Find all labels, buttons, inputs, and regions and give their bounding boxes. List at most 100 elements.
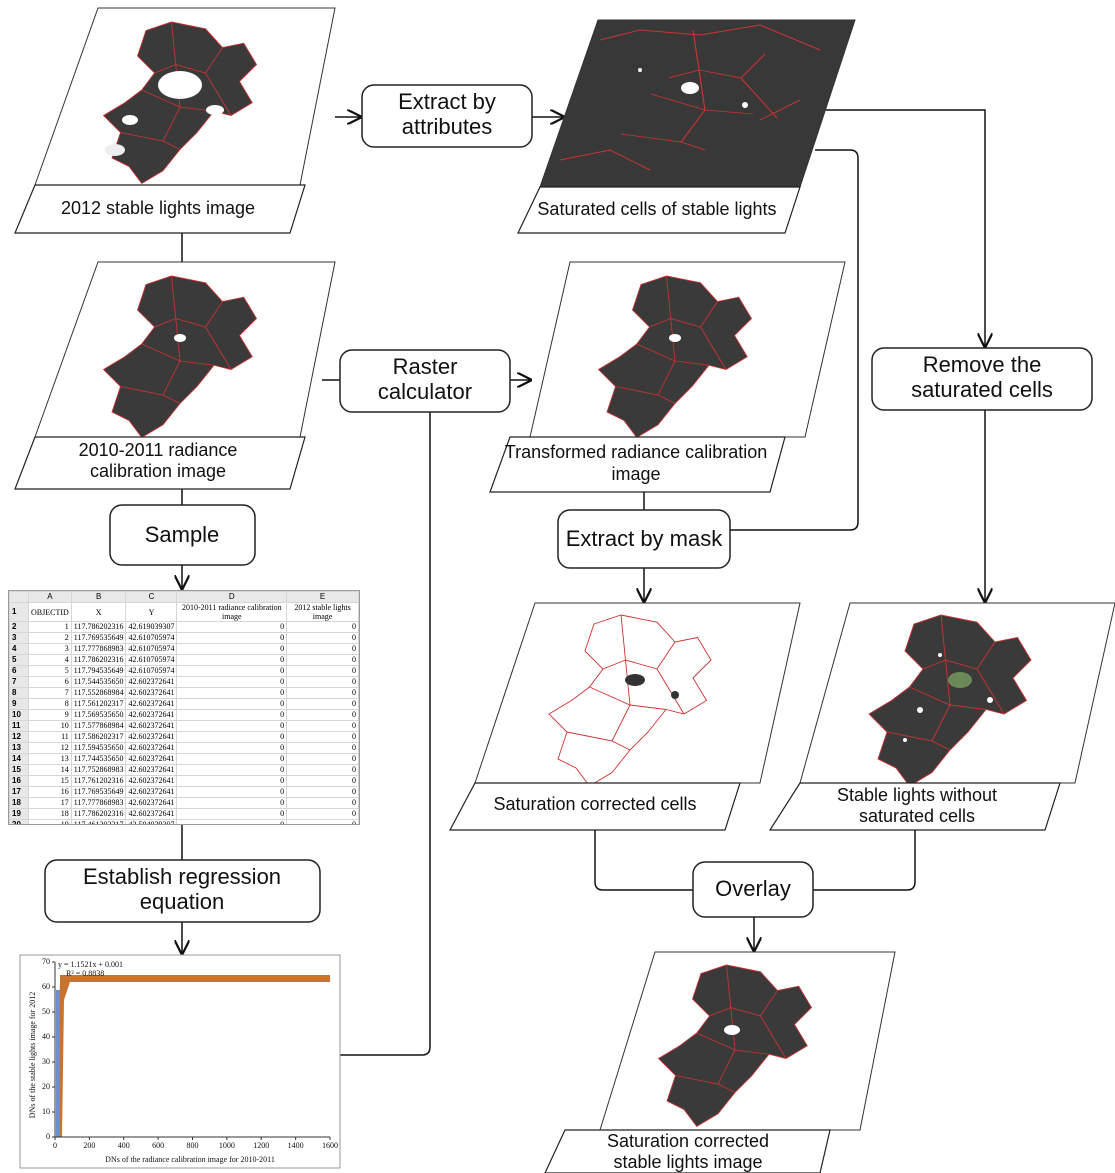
table-cell: 0	[177, 655, 287, 666]
table-cell: 5	[29, 666, 72, 677]
table-cell: 117.777868983	[71, 798, 126, 809]
table-cell: 42.602372641	[126, 721, 177, 732]
table-cell: 0	[177, 787, 287, 798]
table-cell: 0	[177, 743, 287, 754]
table-cell: 10	[29, 721, 72, 732]
step-label: Saturation corrected cells	[493, 794, 696, 814]
table-cell: 42.602372641	[126, 677, 177, 688]
table-cell: 117.761202316	[71, 776, 126, 787]
table-cell: 8	[29, 699, 72, 710]
table-cell: 117.744535650	[71, 754, 126, 765]
y-tick-label: 60	[42, 982, 50, 991]
row-number: 7	[10, 677, 29, 688]
header-cell: OBJECTID	[29, 603, 72, 622]
table-cell: 0	[287, 787, 359, 798]
table-cell: 0	[287, 743, 359, 754]
x-tick-label: 1400	[288, 1141, 304, 1150]
row-number: 3	[10, 633, 29, 644]
corner-cell	[10, 592, 29, 603]
table-cell: 42.610705974	[126, 666, 177, 677]
y-tick-label: 70	[42, 957, 50, 966]
table-row: 1312117.59453565042.60237264100	[10, 743, 359, 754]
step-label: saturated cells	[859, 806, 975, 826]
table-row: 76117.54453565042.60237264100	[10, 677, 359, 688]
row-number: 6	[10, 666, 29, 677]
diagram: 2012 stable lights image Extract by attr…	[0, 0, 1115, 1173]
header-cell: Y	[126, 603, 177, 622]
table-cell: 0	[287, 677, 359, 688]
table-cell: 0	[177, 776, 287, 787]
table-cell: 42.602372641	[126, 688, 177, 699]
table-row: 1211117.58620231742.60237264100	[10, 732, 359, 743]
table-cell: 117.786202316	[71, 655, 126, 666]
step-label: image	[611, 464, 660, 484]
column-letter: E	[287, 592, 359, 603]
table-cell: 42.594039307	[126, 820, 177, 826]
table-cell: 0	[287, 765, 359, 776]
table-cell: 16	[29, 787, 72, 798]
scatter-cloud	[56, 990, 60, 1137]
table-cell: 0	[177, 644, 287, 655]
table-cell: 117.794535649	[71, 666, 126, 677]
table-cell: 0	[177, 798, 287, 809]
equation: y = 1.1521x + 0.001	[58, 960, 123, 969]
table-cell: 0	[287, 776, 359, 787]
column-letter: C	[126, 592, 177, 603]
x-tick-label: 1200	[253, 1141, 269, 1150]
table-cell: 0	[287, 644, 359, 655]
map-image	[35, 8, 335, 185]
table-cell: 2	[29, 633, 72, 644]
table-cell: 0	[177, 677, 287, 688]
table-cell: 42.602372641	[126, 776, 177, 787]
row-number: 18	[10, 798, 29, 809]
y-tick-label: 30	[42, 1057, 50, 1066]
table-cell: 117.552868984	[71, 688, 126, 699]
table-cell: 117.544535650	[71, 677, 126, 688]
r-squared: R² = 0.8838	[66, 969, 104, 978]
table-cell: 14	[29, 765, 72, 776]
flowchart: 2012 stable lights image Extract by attr…	[0, 0, 1115, 1173]
table-cell: 0	[177, 820, 287, 826]
sample-table: ABCDE1OBJECTIDXY2010-2011 radiance calib…	[8, 590, 360, 825]
table-cell: 4	[29, 655, 72, 666]
table-cell: 12	[29, 743, 72, 754]
header-cell: 2012 stable lights image	[287, 603, 359, 622]
table-cell: 0	[177, 710, 287, 721]
table-cell: 42.602372641	[126, 787, 177, 798]
process-label: attributes	[402, 114, 493, 139]
table-cell: 0	[287, 809, 359, 820]
table-cell: 117.561202317	[71, 699, 126, 710]
table-cell: 42.610705974	[126, 644, 177, 655]
row-number: 8	[10, 688, 29, 699]
table-cell: 42.602372641	[126, 710, 177, 721]
table-cell: 0	[287, 754, 359, 765]
table-cell: 7	[29, 688, 72, 699]
table-cell: 42.619039307	[126, 622, 177, 633]
table-cell: 0	[287, 622, 359, 633]
table-cell: 18	[29, 809, 72, 820]
table: ABCDE1OBJECTIDXY2010-2011 radiance calib…	[9, 591, 359, 825]
y-tick-label: 50	[42, 1007, 50, 1016]
table-cell: 19	[29, 820, 72, 826]
row-number: 5	[10, 655, 29, 666]
table-cell: 0	[177, 809, 287, 820]
process-label: Extract by mask	[566, 526, 723, 551]
table-cell: 0	[287, 710, 359, 721]
map-image	[600, 952, 895, 1130]
table-cell: 0	[287, 798, 359, 809]
table-cell: 9	[29, 710, 72, 721]
table-cell: 42.610705974	[126, 633, 177, 644]
process-label: equation	[140, 889, 224, 914]
table-cell: 117.586202317	[71, 732, 126, 743]
table-cell: 42.602372641	[126, 809, 177, 820]
table-cell: 0	[177, 732, 287, 743]
header-cell: 2010-2011 radiance calibration image	[177, 603, 287, 622]
map-image	[35, 262, 335, 438]
table-cell: 42.602372641	[126, 743, 177, 754]
process-label: Sample	[145, 522, 220, 547]
table-cell: 0	[177, 666, 287, 677]
table-row: 1615117.76120231642.60237264100	[10, 776, 359, 787]
